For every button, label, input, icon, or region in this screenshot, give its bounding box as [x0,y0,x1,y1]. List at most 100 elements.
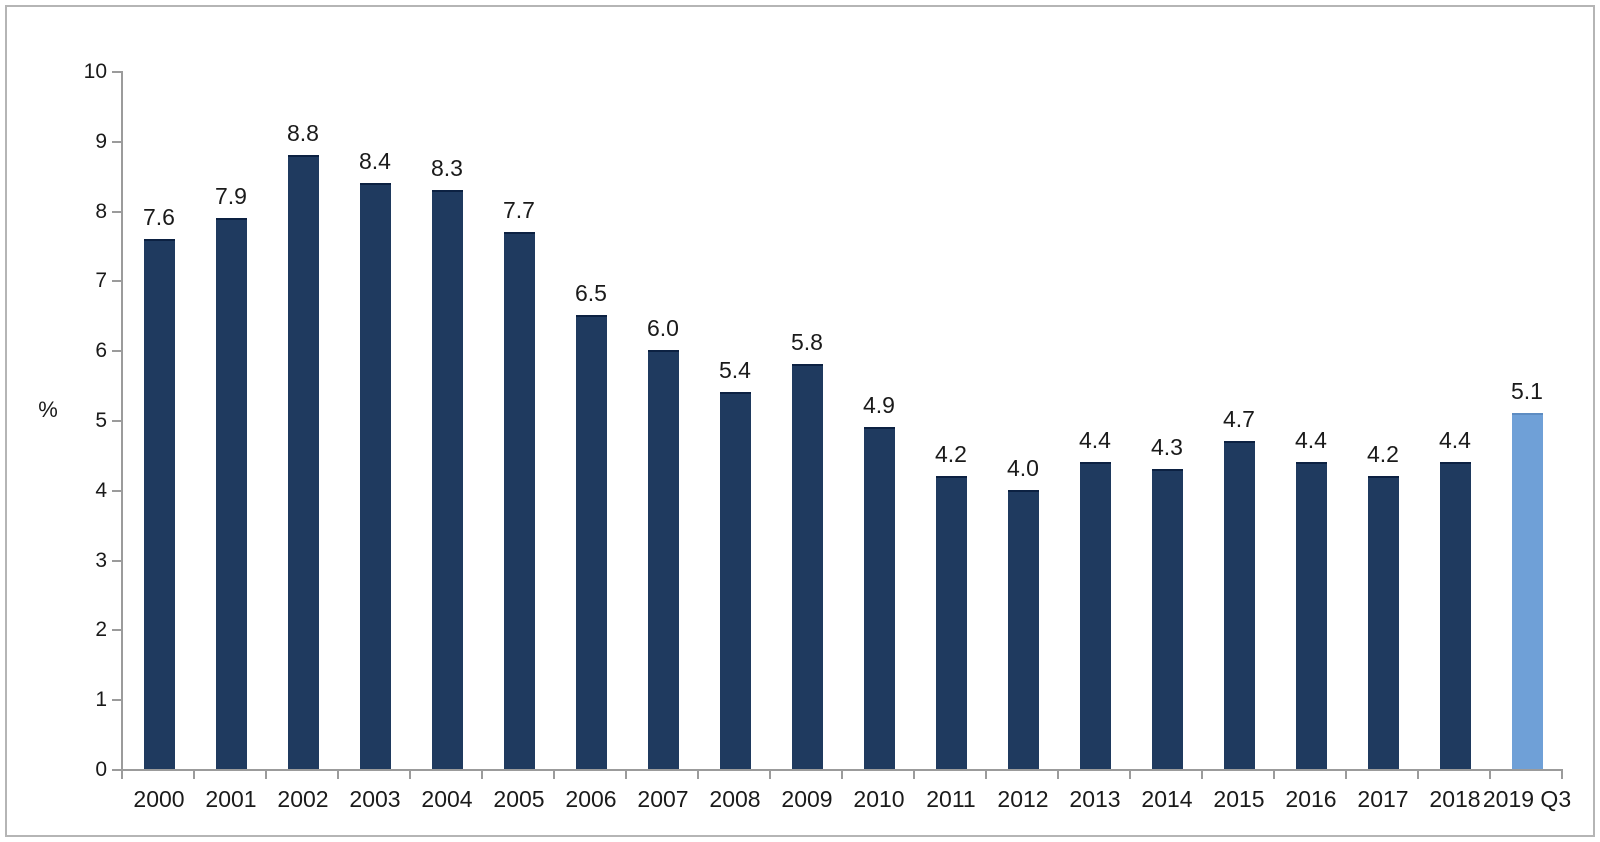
y-axis-tick [112,489,121,492]
bar-value-label: 5.4 [719,357,751,384]
x-axis-tick [1273,771,1275,779]
bar [1440,461,1471,769]
bar [1512,413,1543,769]
x-axis-tick-label: 2009 [781,786,833,812]
bar-value-label: 4.4 [1439,426,1471,453]
bar [504,231,535,769]
y-axis-tick-label: 1 [95,688,107,712]
y-axis-tick-label: 5 [95,409,107,432]
y-axis-tick [112,350,121,353]
y-axis-tick-label: 0 [95,758,107,781]
bar [720,392,751,769]
bar-value-label: 7.9 [215,182,247,209]
bar [1008,489,1039,769]
x-axis-tick [1561,771,1563,779]
y-axis-tick-label: 4 [95,478,107,502]
x-axis-tick [553,771,555,779]
bar-value-label: 4.3 [1151,433,1183,460]
x-axis-tick [841,771,843,779]
bar [216,217,247,769]
x-axis-tick-label: 2001 [205,786,257,812]
bar-value-label: 4.4 [1295,426,1327,453]
bar-value-label: 4.7 [1223,405,1255,432]
bar [792,364,823,769]
bar-value-label: 6.5 [575,280,607,307]
bar [432,189,463,769]
x-axis-tick-label: 2019 Q3 [1482,786,1572,812]
bar-value-label: 8.4 [359,147,391,174]
y-axis-tick [112,210,121,213]
bar-value-label: 5.1 [1511,378,1543,405]
y-axis-tick-label: 6 [95,339,107,363]
bar [936,475,967,769]
x-axis-tick-label: 2007 [637,786,689,812]
x-axis-tick [625,771,627,779]
y-axis-tick [112,699,121,702]
x-axis-tick-label: 2013 [1069,786,1121,812]
y-axis-tick-label: 9 [95,129,107,153]
y-axis-tick-label: 2 [95,618,107,642]
x-axis-tick [265,771,267,779]
x-axis-tick [913,771,915,779]
y-axis-tick [112,629,121,632]
y-axis-tick [112,280,121,283]
bar [360,182,391,769]
x-axis-line [121,769,1563,771]
x-axis-tick [1345,771,1347,779]
x-axis-tick [337,771,339,779]
y-axis-tick-label: 7 [95,269,107,293]
x-axis-tick [409,771,411,779]
bar-value-label: 4.2 [935,440,967,467]
x-axis-tick [1057,771,1059,779]
x-axis-tick-label: 2002 [277,786,329,812]
bar-value-label: 4.2 [1367,440,1399,467]
x-axis-tick [481,771,483,779]
bar [144,238,175,769]
x-axis-tick-label: 2008 [709,786,761,812]
x-axis-tick-label: 2015 [1213,786,1265,812]
bar [1080,461,1111,769]
bar-value-label: 6.0 [647,315,679,342]
bar-value-label: 8.3 [431,154,463,181]
x-axis-tick [769,771,771,779]
x-axis-tick [1489,771,1491,779]
bar [864,426,895,769]
bar [1224,440,1255,769]
x-axis-tick [1129,771,1131,779]
x-axis-tick [1417,771,1419,779]
y-axis-tick-label: 8 [95,199,107,223]
bar-value-label: 8.8 [287,119,319,146]
x-axis-tick-label: 2014 [1141,786,1193,812]
x-axis-tick-label: 2005 [493,786,545,812]
x-axis-tick [697,771,699,779]
y-axis-tick [112,420,121,422]
y-axis-tick [112,559,121,562]
y-axis-tick-label: 10 [83,60,107,83]
bar-value-label: 4.4 [1079,426,1111,453]
x-axis-tick [1201,771,1203,779]
bar [1296,461,1327,769]
x-axis-tick-label: 2012 [997,786,1049,812]
bar [648,350,679,769]
x-axis-tick [193,771,195,779]
y-axis-title: % [38,397,58,422]
bar-value-label: 4.9 [863,391,895,418]
bar [1152,468,1183,769]
x-axis-tick-label: 2016 [1285,786,1337,812]
bar-value-label: 4.0 [1007,454,1039,481]
x-axis-tick-label: 2003 [349,786,401,812]
x-axis-tick [985,771,987,779]
x-axis-tick-label: 2006 [565,786,617,812]
x-axis-tick [121,771,123,779]
bar [1368,475,1399,769]
bar-value-label: 7.7 [503,196,535,223]
y-axis-tick [112,71,121,73]
bar [288,154,319,769]
y-axis-line [121,71,123,771]
bar [576,315,607,769]
x-axis-tick-label: 2000 [133,786,185,812]
y-axis-tick-label: 3 [95,548,107,572]
x-axis-tick-label: 2017 [1357,786,1409,812]
bar-value-label: 5.8 [791,329,823,356]
